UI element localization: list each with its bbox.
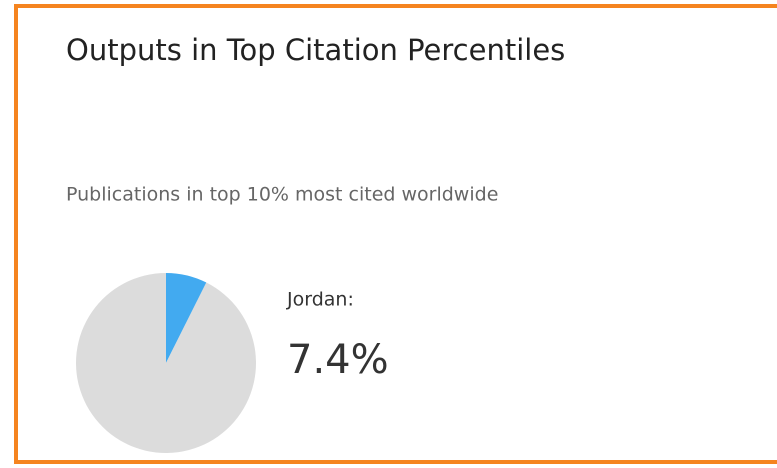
panel-subtitle: Publications in top 10% most cited world…	[66, 184, 498, 206]
pie-slice	[166, 273, 207, 363]
pie-slice	[76, 273, 257, 454]
category-label: Jordan:	[286, 289, 354, 311]
panel-title: Outputs in Top Citation Percentiles	[66, 33, 565, 67]
value-label: 7.4%	[287, 337, 389, 383]
